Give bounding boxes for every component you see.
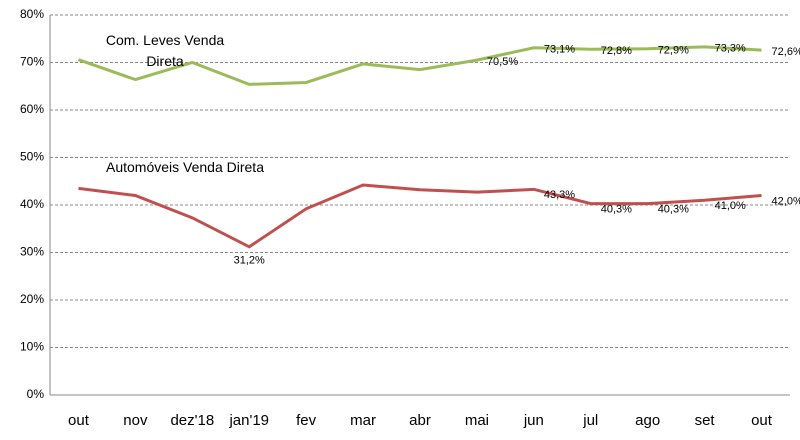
data-label: 72,9% <box>658 45 689 57</box>
y-tick-label: 70% <box>20 55 44 69</box>
data-label: 42,0% <box>772 195 800 207</box>
data-label: 72,6% <box>772 46 800 58</box>
y-tick-label: 0% <box>27 387 45 401</box>
x-tick-label: abr <box>409 412 431 429</box>
y-tick-label: 80% <box>20 7 44 21</box>
y-tick-label: 30% <box>20 245 44 259</box>
data-label: 31,2% <box>234 255 265 267</box>
x-tick-label: set <box>695 412 716 429</box>
x-tick-label: mai <box>465 412 489 429</box>
x-tick-label: fev <box>296 412 317 429</box>
x-tick-label: out <box>68 412 90 429</box>
x-tick-label: mar <box>350 412 376 429</box>
series-line <box>77 45 762 86</box>
x-tick-label: jan'19 <box>228 412 269 429</box>
data-label: 70,5% <box>487 56 518 68</box>
data-label: 43,3% <box>544 189 575 201</box>
x-tick-label: out <box>751 412 773 429</box>
y-tick-label: 60% <box>20 102 44 116</box>
x-tick-label: jun <box>523 412 544 429</box>
y-tick-label: 50% <box>20 150 44 164</box>
x-tick-label: ago <box>635 412 660 429</box>
y-tick-label: 40% <box>20 197 44 211</box>
data-label: 73,1% <box>544 44 575 56</box>
series-line <box>78 183 762 249</box>
data-label: 40,3% <box>601 203 632 215</box>
x-tick-label: dez'18 <box>170 412 214 429</box>
y-tick-label: 20% <box>20 292 44 306</box>
x-tick-label: jul <box>582 412 598 429</box>
data-label: 41,0% <box>715 200 746 212</box>
series-label: Automóveis Venda Direta <box>106 159 264 175</box>
data-label: 72,8% <box>601 45 632 57</box>
series-label: Com. Leves Venda Direta <box>105 32 225 69</box>
x-tick-label: nov <box>123 412 148 429</box>
data-label: 73,3% <box>715 43 746 55</box>
y-tick-label: 10% <box>20 340 44 354</box>
data-label: 40,3% <box>658 203 689 215</box>
